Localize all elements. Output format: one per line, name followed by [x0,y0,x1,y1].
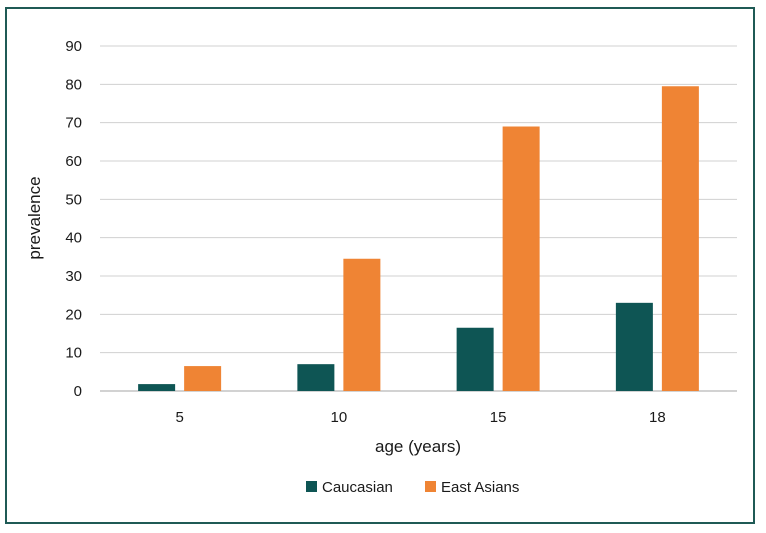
x-tick-label: 18 [649,409,666,426]
y-tick-label: 90 [65,38,82,55]
y-tick-label: 60 [65,153,82,170]
y-tick-label: 0 [74,383,82,400]
legend: Caucasian East Asians [306,479,519,496]
bar-caucasian-18 [615,302,653,391]
x-tick-label: 10 [331,409,348,426]
x-tick-label: 5 [175,409,183,426]
bar-east-asians-5 [184,366,222,391]
y-tick-label: 70 [65,115,82,132]
legend-swatch [425,481,436,492]
bar-east-asians-10 [343,258,381,391]
bar-east-asians-18 [661,86,699,391]
legend-label: Caucasian [322,479,393,496]
y-tick-label: 40 [65,230,82,247]
bar-caucasian-10 [297,364,335,391]
legend-swatch [306,481,317,492]
y-tick-labels: 0 10 20 30 40 50 60 70 80 90 [65,38,82,400]
x-axis-title: age (years) [375,437,461,456]
y-axis-title: prevalence [25,176,44,259]
bar-east-asians-15 [502,126,540,391]
x-tick-labels: 5 10 15 18 [175,409,665,426]
x-tick-label: 15 [490,409,507,426]
legend-label: East Asians [441,479,519,496]
bars [138,86,699,391]
bar-caucasian-15 [456,327,494,391]
y-tick-label: 10 [65,345,82,362]
y-tick-label: 20 [65,306,82,323]
y-tick-label: 30 [65,268,82,285]
bar-caucasian-5 [138,384,176,391]
y-tick-label: 50 [65,191,82,208]
y-tick-label: 80 [65,76,82,93]
